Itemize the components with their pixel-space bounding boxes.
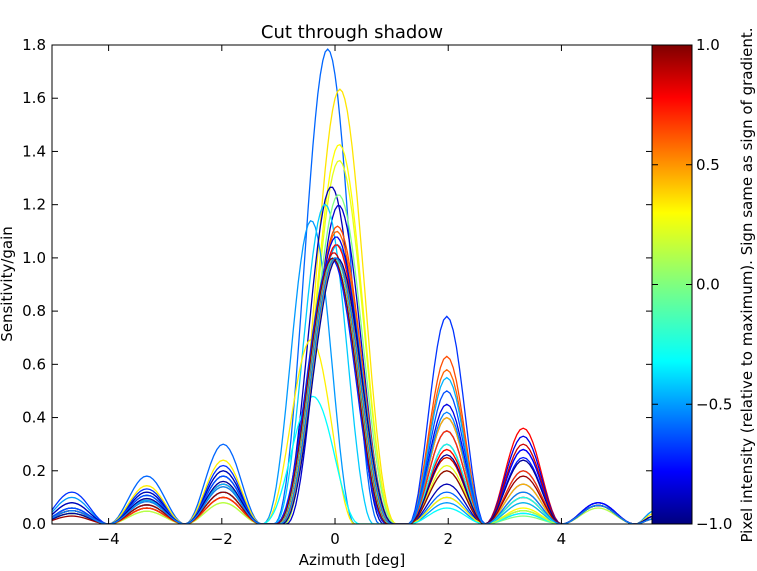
x-tick-label: 4 [557,530,567,548]
colorbar-tick-label: 0.0 [696,276,720,294]
y-axis: 0.0 0.2 0.4 0.6 0.8 1.0 1.2 1.4 1.6 1.8 [22,36,652,533]
x-tick-label: −2 [211,530,233,548]
series-line [52,230,652,524]
x-tick-label: 0 [330,530,340,548]
series-line [52,252,652,524]
colorbar-tick-label: 0.5 [696,156,720,174]
y-tick-label: 1.8 [22,36,46,54]
colorbar [651,44,693,525]
colorbar-label: Pixel intensity (relative to maximum). S… [738,27,756,542]
colorbar-tick-label: −1.0 [696,515,732,533]
y-tick-label: 1.2 [22,196,46,214]
chart-title: Cut through shadow [261,22,443,43]
y-tick-label: 0.4 [22,409,46,427]
series-layer [52,48,652,524]
y-tick-label: 0.6 [22,355,46,373]
y-tick-label: 1.0 [22,249,46,267]
x-axis-label: Azimuth [deg] [299,551,406,569]
x-tick-label: 2 [443,530,453,548]
colorbar-tick-label: −0.5 [696,395,732,413]
y-tick-label: 0.0 [22,515,46,533]
x-axis: −4 −2 0 2 4 [98,45,567,548]
y-axis-label: Sensitivity/gain [0,226,16,342]
y-tick-label: 1.4 [22,142,46,160]
y-tick-label: 0.8 [22,302,46,320]
colorbar-tick-label: 1.0 [696,36,720,54]
x-tick-label: −4 [98,530,120,548]
series-line [52,257,652,524]
colorbar-ticks: 1.0 0.5 0.0 −0.5 −1.0 [652,36,732,533]
y-tick-label: 0.2 [22,462,46,480]
y-tick-label: 1.6 [22,89,46,107]
